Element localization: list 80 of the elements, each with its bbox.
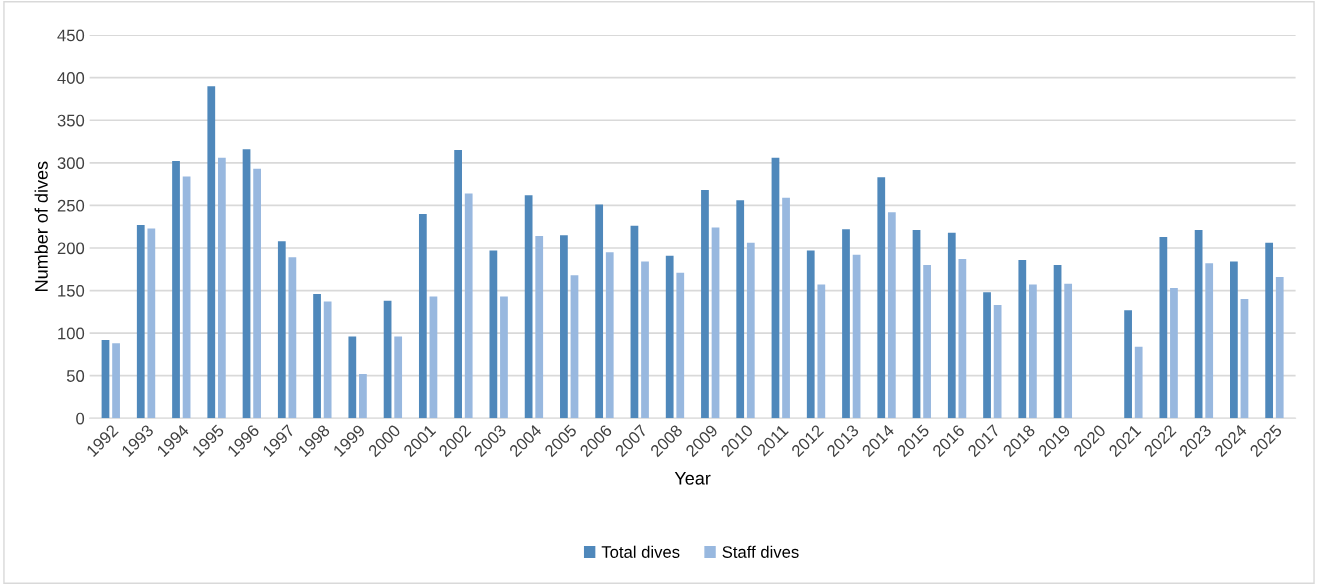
bar (570, 275, 579, 419)
bar (524, 195, 533, 419)
bar (418, 213, 427, 419)
bar (912, 230, 921, 419)
y-tick-label: 50 (66, 370, 85, 382)
bar (806, 250, 815, 419)
bar (1265, 242, 1274, 419)
bar (887, 212, 896, 419)
bar (595, 204, 604, 419)
bar (112, 343, 120, 419)
y-tick-label: 300 (57, 157, 85, 170)
bar (1124, 310, 1132, 419)
bar (983, 292, 991, 419)
bar (277, 241, 286, 419)
bar (771, 157, 780, 419)
y-tick-label: 0 (76, 412, 85, 425)
bar (172, 161, 180, 419)
bar (877, 177, 886, 419)
legend-label: Total dives (601, 545, 680, 558)
bar (136, 224, 145, 419)
legend-label: Staff dives (722, 545, 799, 558)
bar (711, 227, 720, 419)
bar (1194, 230, 1203, 419)
bar (665, 255, 674, 419)
bar (1230, 261, 1238, 419)
bar (736, 200, 745, 419)
bar (947, 232, 956, 419)
bar (313, 293, 321, 419)
bar (147, 228, 156, 419)
bar (1134, 346, 1143, 419)
bar (454, 150, 462, 419)
bar (359, 374, 367, 419)
bar (746, 242, 755, 419)
bar (641, 261, 649, 419)
bar (701, 190, 709, 419)
bar (394, 336, 403, 419)
bar (1064, 283, 1073, 419)
bar (923, 265, 931, 419)
bar (253, 168, 261, 419)
bar (101, 339, 110, 419)
bar (383, 300, 392, 419)
bar (217, 157, 226, 419)
bar (1275, 276, 1284, 419)
bar (605, 252, 614, 419)
bar (464, 193, 473, 419)
bar (1053, 265, 1062, 419)
y-tick-label: 200 (57, 242, 85, 255)
bar (1018, 259, 1027, 419)
y-tick-label: 100 (58, 327, 85, 340)
y-tick-label: 150 (58, 284, 85, 297)
bar (242, 149, 251, 419)
bar (489, 250, 498, 419)
bar (958, 259, 967, 419)
y-tick-label: 450 (57, 29, 85, 42)
bar (676, 272, 685, 419)
bar (1240, 299, 1249, 419)
bar (560, 235, 568, 419)
bar (182, 176, 191, 419)
bar (348, 336, 357, 419)
bar (1159, 236, 1168, 419)
bar (1029, 284, 1037, 419)
bar (1205, 263, 1214, 419)
bar (535, 236, 544, 419)
bar (782, 197, 790, 419)
y-axis-title: Number of dives (34, 161, 48, 291)
y-tick-label: 250 (57, 199, 85, 212)
bar (429, 296, 438, 419)
bar (842, 229, 850, 419)
bar (993, 305, 1002, 419)
bar (500, 296, 508, 419)
bar (630, 225, 639, 419)
y-tick-label: 350 (57, 114, 85, 127)
bar (817, 284, 826, 419)
bar (323, 301, 332, 419)
bar (288, 257, 297, 419)
y-tick-label: 400 (57, 72, 85, 84)
bar (207, 86, 216, 419)
bar (852, 254, 861, 419)
bar (1170, 288, 1178, 419)
x-axis-title: Year (674, 472, 711, 485)
